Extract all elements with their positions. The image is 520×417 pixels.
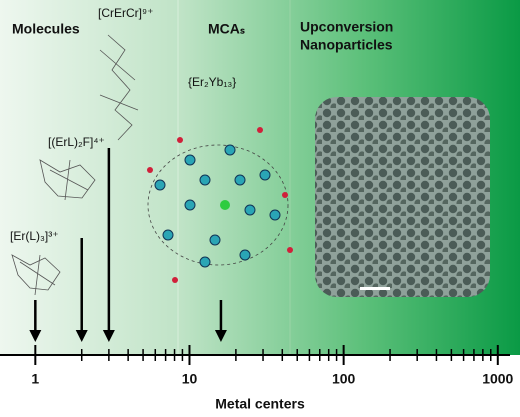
arrow-head bbox=[102, 330, 115, 342]
compound-label: {Er₂Yb₁₃} bbox=[188, 75, 236, 89]
arrow-head bbox=[75, 330, 88, 342]
nanoparticle-image bbox=[315, 97, 490, 297]
arrow-head bbox=[214, 330, 227, 342]
region-label: MCAₛ bbox=[208, 21, 245, 37]
x-tick-label: 10 bbox=[182, 371, 198, 387]
compound-label: [Er(L)₃]³⁺ bbox=[10, 229, 59, 243]
x-tick-label: 1000 bbox=[482, 371, 513, 387]
x-tick-label: 1 bbox=[31, 371, 39, 387]
region-label: Upconversion bbox=[300, 19, 393, 35]
compound-label: [CrErCr]⁹⁺ bbox=[98, 6, 153, 20]
x-axis-title: Metal centers bbox=[215, 396, 305, 412]
region-label: Nanoparticles bbox=[300, 37, 393, 53]
compound-label: [(ErL)₂F]⁴⁺ bbox=[48, 135, 105, 149]
cluster-image bbox=[147, 127, 293, 283]
region-label: Molecules bbox=[12, 21, 80, 37]
arrow-head bbox=[29, 330, 42, 342]
molecule-image bbox=[11, 34, 139, 296]
x-tick-label: 100 bbox=[332, 371, 356, 387]
